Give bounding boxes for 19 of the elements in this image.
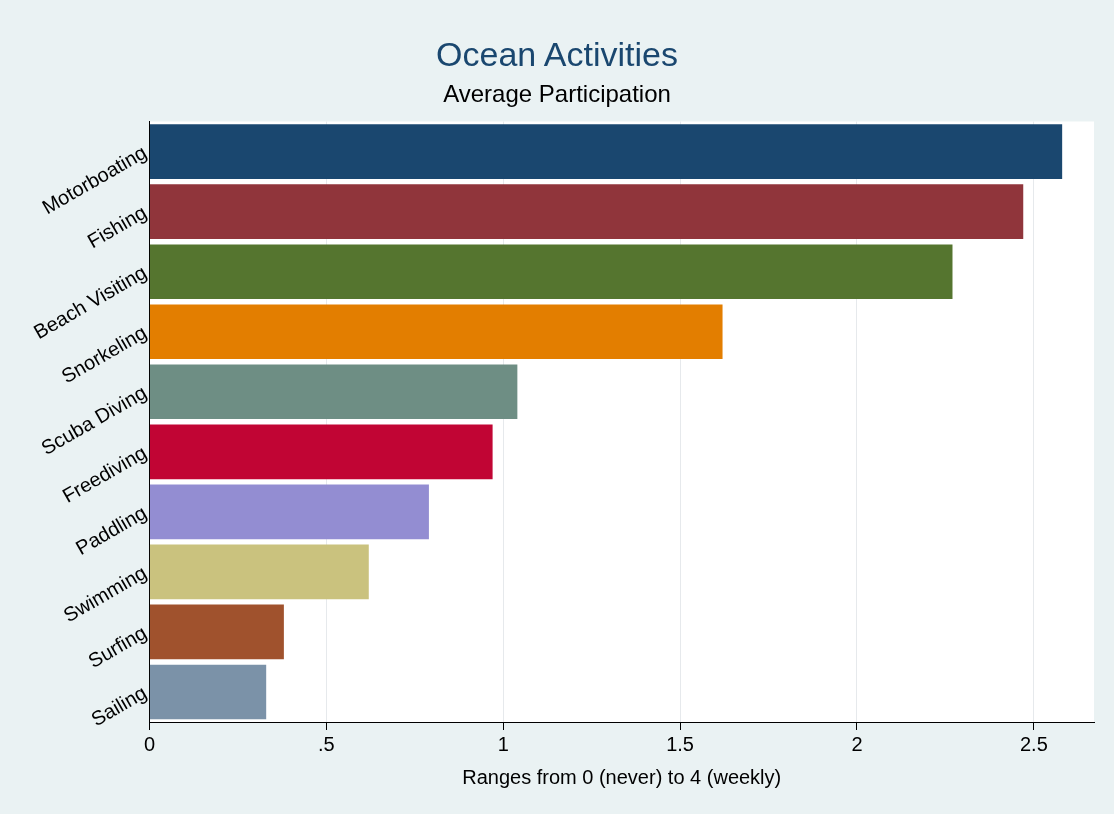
x-tick-label: 1.5 xyxy=(666,732,694,755)
bar xyxy=(149,304,723,360)
x-tick-label: 0 xyxy=(143,732,156,755)
bar xyxy=(149,544,369,600)
x-tick-label: .5 xyxy=(317,732,335,755)
x-axis-title: Ranges from 0 (never) to 4 (weekly) xyxy=(462,765,782,788)
bar xyxy=(149,184,1024,239)
bar xyxy=(149,484,429,540)
chart-subtitle: Average Participation xyxy=(443,79,671,107)
bar xyxy=(149,364,518,420)
bar xyxy=(149,424,493,480)
bar xyxy=(149,664,267,720)
x-tick-label: 1 xyxy=(497,732,509,755)
bar xyxy=(149,244,953,300)
x-tick-label: 2.5 xyxy=(1019,732,1048,755)
chart-title: Ocean Activities xyxy=(436,34,678,73)
bar xyxy=(149,124,1063,179)
x-tick-label: 2 xyxy=(851,732,863,755)
bar xyxy=(149,604,284,660)
